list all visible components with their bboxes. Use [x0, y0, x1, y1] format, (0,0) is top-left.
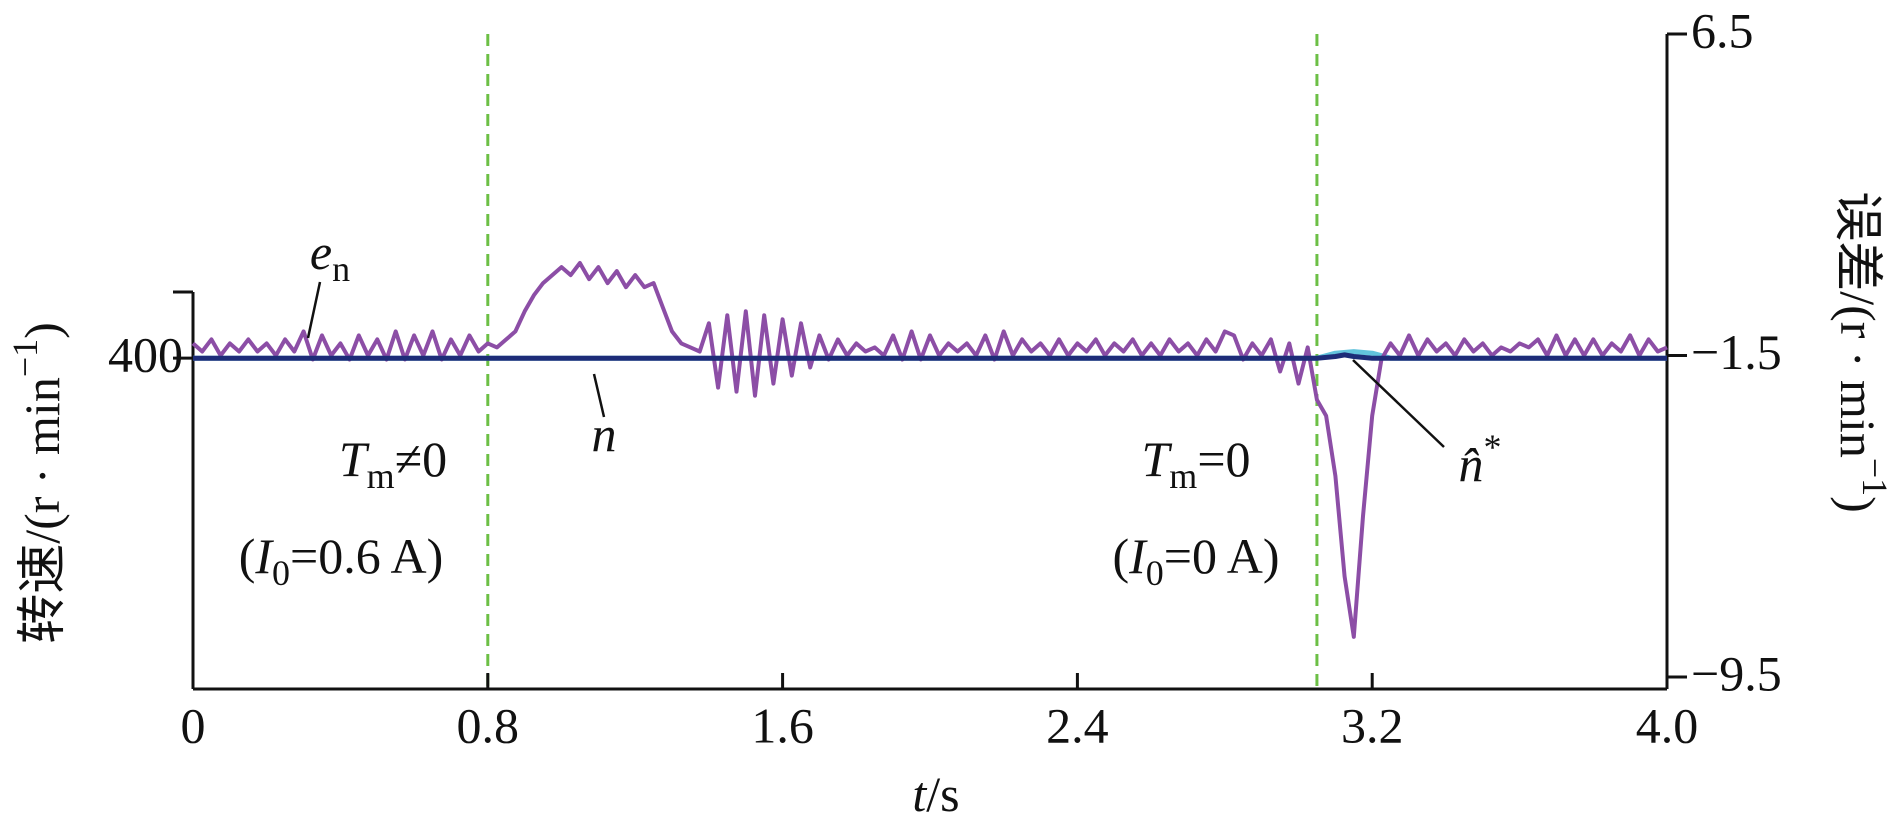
x-tick-label: 1.6 [751, 697, 814, 753]
text-part: ) [1830, 496, 1886, 513]
text-part: ) [14, 322, 70, 339]
x-tick-label: 0 [181, 697, 206, 753]
text-part: m [1169, 456, 1197, 496]
y-axis-label: 转速/(r · min−1) [5, 322, 70, 644]
text-part: t [912, 766, 927, 822]
text-part: ( [239, 528, 256, 584]
leader-line [1352, 359, 1445, 448]
text-part: −1 [5, 339, 45, 377]
x-tick-label: 2.4 [1046, 697, 1109, 753]
annotation: (I0=0.6 A) [239, 528, 444, 593]
text-part: T [1141, 431, 1172, 487]
x-tick-label: 3.2 [1341, 697, 1404, 753]
text-part: =0.6 A) [290, 528, 443, 584]
leader-line [592, 373, 606, 418]
y2-axis-label: 误差/(r · min−1) [1830, 191, 1894, 513]
annotation: en [310, 224, 350, 289]
y2-tick-label: 6.5 [1691, 2, 1754, 58]
text-part: e [310, 224, 332, 280]
text-part: 0 [272, 553, 290, 593]
text-part: n̂ [1459, 436, 1484, 492]
annotation: n̂* [1459, 427, 1502, 492]
x-tick-label: 4.0 [1636, 697, 1699, 753]
text-part: n [592, 406, 617, 462]
text-part: m [367, 456, 395, 496]
text-part: =0 A) [1164, 528, 1280, 584]
text-part: T [339, 431, 370, 487]
annotation: Tm=0 [1141, 431, 1250, 496]
text-part: =0 [1197, 431, 1250, 487]
text-part: * [1484, 427, 1502, 467]
series-line [193, 352, 1667, 361]
text-part: n [332, 249, 350, 289]
y-tick-label: 400 [108, 327, 183, 383]
text-part: −1 [1855, 458, 1894, 496]
text-part: 转速/(r · min [14, 377, 70, 644]
text-part: 0 [1146, 553, 1164, 593]
text-part: 误差/(r · min [1830, 191, 1886, 458]
annotation: Tm≠0 [339, 431, 447, 496]
y2-tick-label: −1.5 [1691, 324, 1782, 380]
x-tick-label: 0.8 [457, 697, 520, 753]
text-part: I [254, 528, 274, 584]
text-part: ( [1112, 528, 1129, 584]
y2-tick-label: −9.5 [1691, 645, 1782, 701]
annotation: (I0=0 A) [1112, 528, 1279, 593]
leader-line [306, 281, 322, 339]
text-part: ≠0 [395, 431, 447, 487]
text-part: I [1128, 528, 1148, 584]
series-line [191, 261, 1668, 639]
text-part: /s [926, 766, 959, 822]
annotation: n [592, 406, 617, 462]
x-axis-label: t/s [912, 766, 959, 822]
